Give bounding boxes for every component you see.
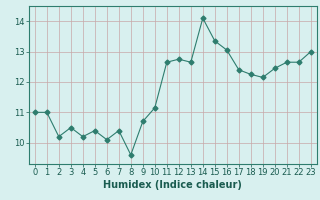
X-axis label: Humidex (Indice chaleur): Humidex (Indice chaleur) [103,180,242,190]
